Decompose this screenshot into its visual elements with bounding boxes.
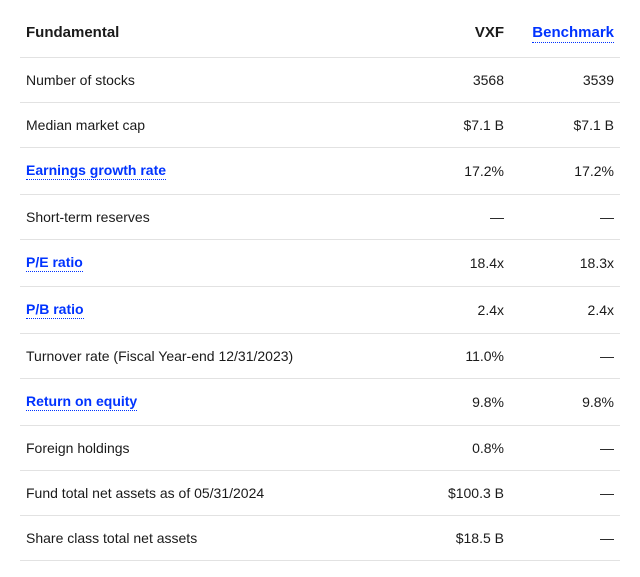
table-row: Share class total net assets $18.5 B— xyxy=(20,516,620,561)
row-vxf-value: 0.8% xyxy=(400,426,510,471)
row-label: Median market cap xyxy=(26,117,145,133)
table-row: Return on equity 9.8%9.8% xyxy=(20,379,620,426)
row-benchmark-value: 17.2% xyxy=(510,148,620,195)
row-vxf-value: 18.4x xyxy=(400,240,510,287)
row-vxf-value: $18.5 B xyxy=(400,516,510,561)
table-row: Short-term reserves —— xyxy=(20,195,620,240)
row-benchmark-value: 18.3x xyxy=(510,240,620,287)
row-label-link[interactable]: Return on equity xyxy=(26,393,137,411)
row-label: Short-term reserves xyxy=(26,209,150,225)
row-benchmark-value: 2.4x xyxy=(510,287,620,334)
fundamentals-body: Number of stocks35683539Median market ca… xyxy=(20,58,620,561)
row-benchmark-value: — xyxy=(510,334,620,379)
row-label: Number of stocks xyxy=(26,72,135,88)
row-label-cell: Foreign holdings xyxy=(20,426,400,471)
row-label-cell: Short-term reserves xyxy=(20,195,400,240)
row-label-cell: Fund total net assets as of 05/31/2024 xyxy=(20,471,400,516)
row-benchmark-value: — xyxy=(510,471,620,516)
row-label-cell: Number of stocks xyxy=(20,58,400,103)
row-label-cell: Share class total net assets xyxy=(20,516,400,561)
row-vxf-value: 17.2% xyxy=(400,148,510,195)
table-row: Earnings growth rate 17.2%17.2% xyxy=(20,148,620,195)
header-vxf: VXF xyxy=(400,16,510,58)
row-benchmark-value: — xyxy=(510,516,620,561)
table-row: P/B ratio 2.4x2.4x xyxy=(20,287,620,334)
table-row: P/E ratio 18.4x18.3x xyxy=(20,240,620,287)
row-label-link[interactable]: P/B ratio xyxy=(26,301,84,319)
row-label: Foreign holdings xyxy=(26,440,130,456)
table-row: Foreign holdings 0.8%— xyxy=(20,426,620,471)
row-label-link[interactable]: Earnings growth rate xyxy=(26,162,166,180)
row-label-cell: P/E ratio xyxy=(20,240,400,287)
row-vxf-value: 2.4x xyxy=(400,287,510,334)
row-benchmark-value: — xyxy=(510,195,620,240)
row-vxf-value: $100.3 B xyxy=(400,471,510,516)
row-label-cell: Turnover rate (Fiscal Year-end 12/31/202… xyxy=(20,334,400,379)
row-vxf-value: 9.8% xyxy=(400,379,510,426)
row-label-cell: Median market cap xyxy=(20,103,400,148)
row-label: Share class total net assets xyxy=(26,530,197,546)
row-label-link[interactable]: P/E ratio xyxy=(26,254,83,272)
row-benchmark-value: $7.1 B xyxy=(510,103,620,148)
row-vxf-value: 3568 xyxy=(400,58,510,103)
table-row: Turnover rate (Fiscal Year-end 12/31/202… xyxy=(20,334,620,379)
row-label-cell: Return on equity xyxy=(20,379,400,426)
row-benchmark-value: 3539 xyxy=(510,58,620,103)
header-benchmark-link[interactable]: Benchmark xyxy=(532,24,614,43)
row-label-cell: P/B ratio xyxy=(20,287,400,334)
fundamentals-table: Fundamental VXF Benchmark Number of stoc… xyxy=(20,16,620,561)
header-benchmark-cell: Benchmark xyxy=(510,16,620,58)
row-label: Turnover rate (Fiscal Year-end 12/31/202… xyxy=(26,348,293,364)
row-label-cell: Earnings growth rate xyxy=(20,148,400,195)
table-row: Median market cap $7.1 B$7.1 B xyxy=(20,103,620,148)
table-row: Fund total net assets as of 05/31/2024 $1… xyxy=(20,471,620,516)
header-fundamental: Fundamental xyxy=(20,16,400,58)
row-benchmark-value: 9.8% xyxy=(510,379,620,426)
table-row: Number of stocks 35683539 xyxy=(20,58,620,103)
row-vxf-value: 11.0% xyxy=(400,334,510,379)
row-benchmark-value: — xyxy=(510,426,620,471)
row-vxf-value: $7.1 B xyxy=(400,103,510,148)
row-label: Fund total net assets as of 05/31/2024 xyxy=(26,485,264,501)
row-vxf-value: — xyxy=(400,195,510,240)
